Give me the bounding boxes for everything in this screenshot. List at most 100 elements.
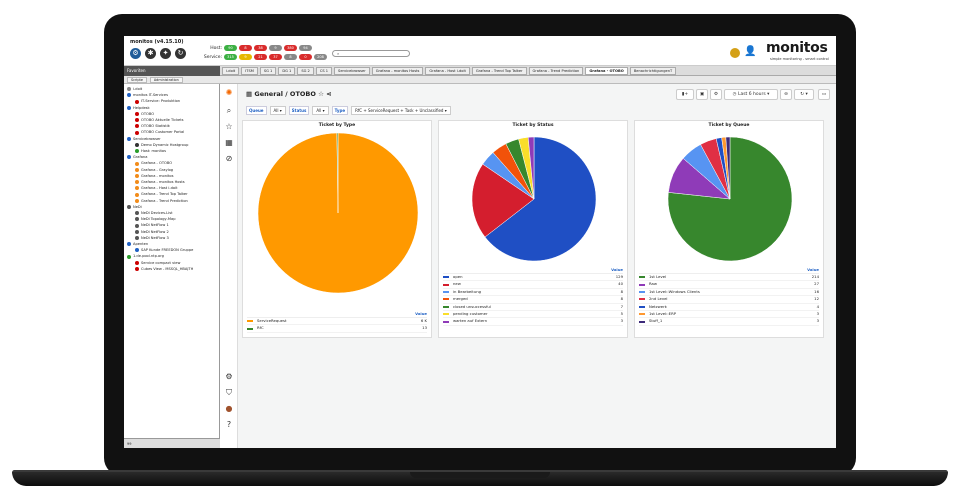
tree-node[interactable]: NeDi	[127, 204, 216, 210]
legend-row[interactable]: 2nd Level 12	[639, 296, 819, 304]
tree-node[interactable]: Cubes View - MSSQL_HBAJTH	[127, 266, 216, 272]
status-pill[interactable]: 315	[224, 54, 237, 60]
tree-node[interactable]: Grafana - Host i-doit	[127, 185, 216, 191]
refresh-button[interactable]: ↻ ▾	[794, 89, 814, 100]
share-icon[interactable]: ⋖	[326, 90, 332, 98]
settings-button[interactable]: ⚙	[710, 89, 722, 100]
legend-row[interactable]: 1st Level::ERP 3	[639, 311, 819, 319]
legend-row[interactable]: 1st Level::Windows Clients 16	[639, 289, 819, 297]
legend-value-header[interactable]: Value	[639, 267, 819, 274]
sub-tab-item[interactable]: Administration	[149, 76, 183, 83]
shield-icon[interactable]: ⛉	[226, 388, 232, 397]
tree-node[interactable]: IT-Service: Produktion	[127, 98, 216, 104]
user-icon[interactable]: 👤	[744, 46, 757, 57]
tab-item[interactable]: Grafana - Trend Top Talker	[471, 66, 527, 75]
gear-icon[interactable]: ✱	[145, 48, 156, 59]
legend-value-header[interactable]: Value	[443, 267, 623, 274]
tree-node[interactable]: Apenten	[127, 241, 216, 247]
tree-node[interactable]: 1.de.pool.ntp.org	[127, 253, 216, 259]
legend-row[interactable]: merged 8	[443, 296, 623, 304]
reload-icon[interactable]: ↻	[175, 48, 186, 59]
tab-item[interactable]: i-doit	[222, 66, 240, 75]
pie-slice[interactable]	[484, 136, 597, 262]
status-pill[interactable]: 8	[239, 45, 252, 51]
pie-slice[interactable]	[336, 132, 339, 214]
tree-node[interactable]: OTOBO Statistik	[127, 123, 216, 129]
legend-row[interactable]: open 129	[443, 274, 623, 282]
tree-node[interactable]: Demo Dynamic Hostgroup	[127, 142, 216, 148]
legend-row[interactable]: Stuff_1 3	[639, 318, 819, 326]
legend-row[interactable]: RfC 13	[247, 325, 427, 333]
status-pill[interactable]: 9	[269, 45, 282, 51]
status-pill[interactable]: 380	[284, 45, 297, 51]
tree-node[interactable]: NeDi NetFlow 1	[127, 222, 216, 228]
tab-item[interactable]: CS 1	[315, 66, 333, 75]
tab-item[interactable]: Grafana - OTOBO	[585, 66, 628, 75]
user-avatar-icon[interactable]: ●	[225, 404, 233, 413]
legend-row[interactable]: pending customer 5	[443, 311, 623, 319]
settings-icon[interactable]: ⚙	[130, 48, 141, 59]
tree-node[interactable]: i-doit	[127, 86, 216, 92]
dashboard-title[interactable]: ▦ General / OTOBO ☆ ⋖	[246, 90, 332, 98]
grafana-logo-icon[interactable]: ✺	[225, 88, 233, 97]
tools-icon[interactable]: ✦	[160, 48, 171, 59]
star-icon[interactable]: ☆	[318, 90, 324, 98]
tree-node[interactable]: OTOBO	[127, 111, 216, 117]
legend-row[interactable]: closed unsuccessful 7	[443, 304, 623, 312]
tree-node[interactable]: NeDi Topology-Map	[127, 216, 216, 222]
status-pill[interactable]: 94	[299, 45, 312, 51]
legend-row[interactable]: Raw 27	[639, 281, 819, 289]
pie-slice[interactable]	[527, 136, 535, 200]
tab-item[interactable]: ITSM	[241, 66, 258, 75]
tree-node[interactable]: Servicebrowser	[127, 136, 216, 142]
status-pill[interactable]: 37	[269, 54, 282, 60]
tree-node[interactable]: Helpdesk	[127, 105, 216, 111]
explore-icon[interactable]: ⊘	[225, 154, 233, 163]
tree-node[interactable]: Grafana	[127, 154, 216, 160]
variable-select[interactable]: All ▾	[269, 106, 286, 115]
status-pill[interactable]: 0	[299, 54, 312, 60]
tree-node[interactable]: NeDi NetFlow 3	[127, 235, 216, 241]
tree-node[interactable]: Grafana - OTOBO	[127, 160, 216, 166]
tree-node[interactable]: Grafana - monitos	[127, 173, 216, 179]
variable-select[interactable]: All ▾	[312, 106, 329, 115]
add-panel-button[interactable]: ▮+	[676, 89, 694, 100]
tree-node[interactable]: Host: monitos	[127, 148, 216, 154]
tree-node[interactable]: OTOBO Aktuelle Tickets	[127, 117, 216, 123]
tree-node[interactable]: OTOBO Customer Portal	[127, 129, 216, 135]
tree-node[interactable]: Grafana - monitos Hosts	[127, 179, 216, 185]
time-picker[interactable]: ◷ Last 6 hours ▾	[724, 89, 778, 100]
tab-item[interactable]: Servicebrowser	[334, 66, 370, 75]
status-pill[interactable]: 90	[224, 45, 237, 51]
legend-row[interactable]: warten auf Extern 3	[443, 318, 623, 326]
star-icon[interactable]: ☆	[225, 122, 233, 131]
tab-item[interactable]: BenachrichtigungenT	[629, 66, 677, 75]
zoom-out-button[interactable]: ⊖	[780, 89, 792, 100]
tab-item[interactable]: Grafana - Trend Prediction	[528, 66, 584, 75]
legend-row[interactable]: Netzwerk 4	[639, 304, 819, 312]
status-pill[interactable]: 21	[254, 54, 267, 60]
legend-row[interactable]: ServiceRequest 6 K	[247, 318, 427, 326]
variable-select[interactable]: RfC + ServiceRequest + Task + Unclassifi…	[351, 106, 451, 115]
search-icon[interactable]: ⌕	[226, 106, 232, 115]
tree-node[interactable]: Service compact view	[127, 260, 216, 266]
tv-mode-button[interactable]: ▭	[818, 89, 830, 100]
tab-item[interactable]: Grafana - monitos Hosts	[371, 66, 424, 75]
pie-slice[interactable]	[471, 163, 535, 238]
dashboards-icon[interactable]: ▦	[225, 138, 233, 147]
tab-item[interactable]: Grafana - Host i-doit	[425, 66, 470, 75]
tree-node[interactable]: Grafana - Trend Prediction	[127, 198, 216, 204]
tab-item[interactable]: SG 1	[259, 66, 277, 75]
tree-node[interactable]: NeDi NetFlow 2	[127, 229, 216, 235]
save-button[interactable]: ▣	[696, 89, 708, 100]
tree-node[interactable]: SAP Kunde FREEDON Gruppe	[127, 247, 216, 253]
status-pill[interactable]: 8	[284, 54, 297, 60]
legend-row[interactable]: new 40	[443, 281, 623, 289]
search-input[interactable]: ⌕	[332, 50, 410, 57]
status-pill[interactable]: 38	[254, 45, 267, 51]
sub-tab-item[interactable]: Scripte	[127, 76, 147, 83]
legend-row[interactable]: in Bearbeitung 8	[443, 289, 623, 297]
help-icon[interactable]: ?	[226, 420, 232, 429]
tree-node[interactable]: monitos IT-Services	[127, 92, 216, 98]
pie-slice[interactable]	[725, 136, 731, 200]
